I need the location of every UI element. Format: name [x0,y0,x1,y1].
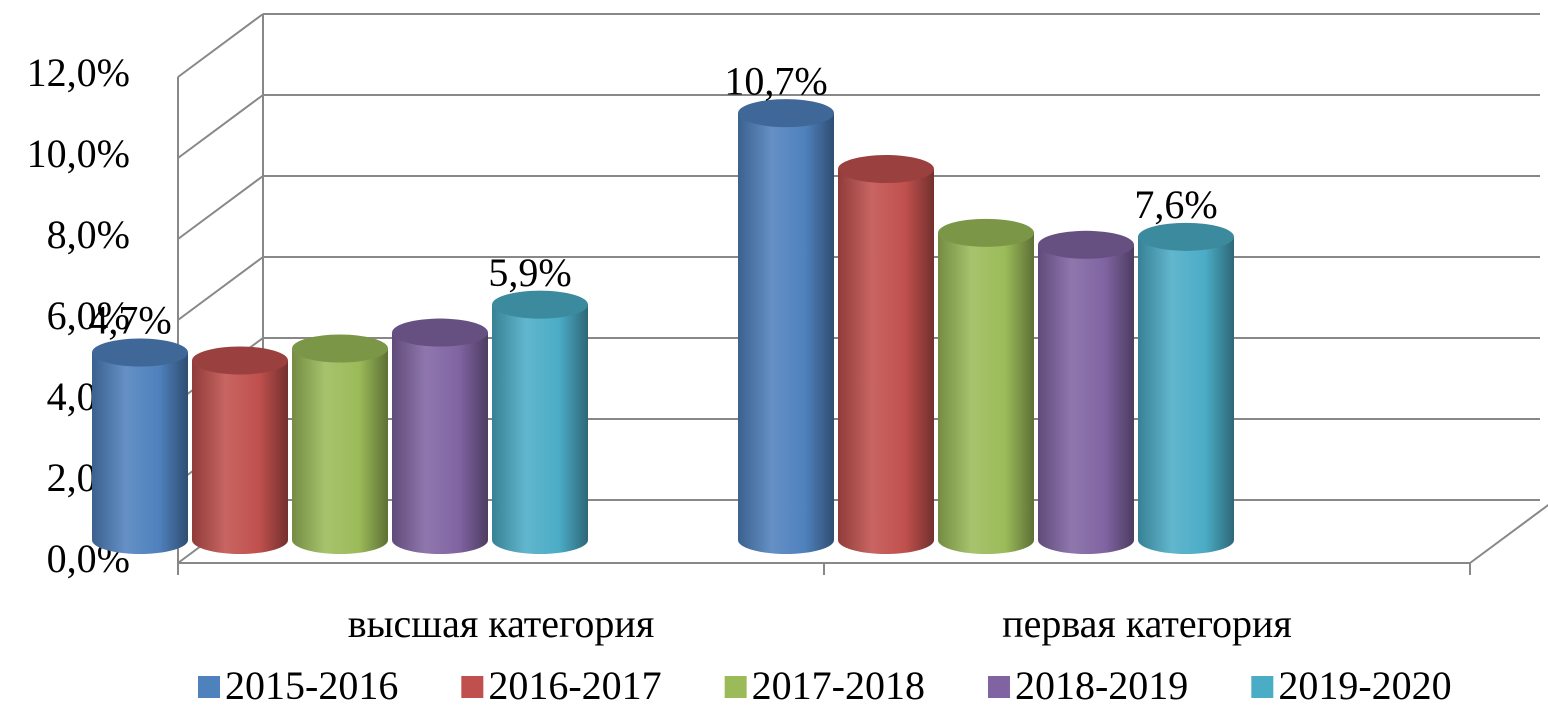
bar [838,154,934,554]
bar-top [292,334,388,363]
bar [192,346,288,554]
bar-top [838,154,934,183]
y-tick-label: 10,0% [27,131,130,176]
x-tick-label: первая категория [1002,601,1292,646]
bar-top [1138,222,1234,251]
grid-line [177,94,264,159]
bar-top [938,218,1034,247]
data-label: 4,7% [88,298,171,343]
bar-body [1138,236,1234,554]
bar [938,218,1034,554]
grid-line [177,13,264,78]
grid-line [177,256,264,321]
bar [92,338,188,554]
legend-swatch [461,676,484,698]
bar-body [838,168,934,554]
legend-label: 2015-2016 [225,663,398,708]
bar [1138,222,1234,554]
legend-swatch [1251,676,1274,698]
floor-edge [1469,503,1548,564]
data-label: 10,7% [724,58,827,103]
data-label: 7,6% [1134,182,1217,227]
bar-body [738,113,834,554]
bar-top [1038,230,1134,259]
bar-top [492,290,588,319]
legend-label: 2019-2020 [1278,663,1451,708]
legend-label: 2018-2019 [1015,663,1188,708]
bar-top [392,318,488,347]
bar [392,318,488,554]
x-tick-label: высшая категория [348,601,654,646]
bar-body [292,348,388,554]
legend-swatch [724,676,747,698]
bar-body [392,332,488,554]
bar-top [192,346,288,375]
legend-swatch [198,676,220,698]
bar [1038,230,1134,554]
bar [492,290,588,554]
bar-body [92,352,188,554]
legend-label: 2017-2018 [752,663,925,708]
legend-label: 2016-2017 [488,663,661,708]
bar-body [938,232,1034,554]
bar [292,334,388,554]
bar-top [92,338,188,367]
bar-body [492,304,588,554]
y-tick-label: 12,0% [27,50,130,95]
bar [738,99,834,554]
bar-body [192,360,288,554]
bar-top [738,99,834,128]
grid-line [177,175,264,240]
bar-body [1038,244,1134,554]
y-tick-label: 6,0% [47,293,130,338]
data-label: 5,9% [488,250,571,295]
y-tick-label: 8,0% [47,212,130,257]
legend-swatch [987,676,1010,698]
